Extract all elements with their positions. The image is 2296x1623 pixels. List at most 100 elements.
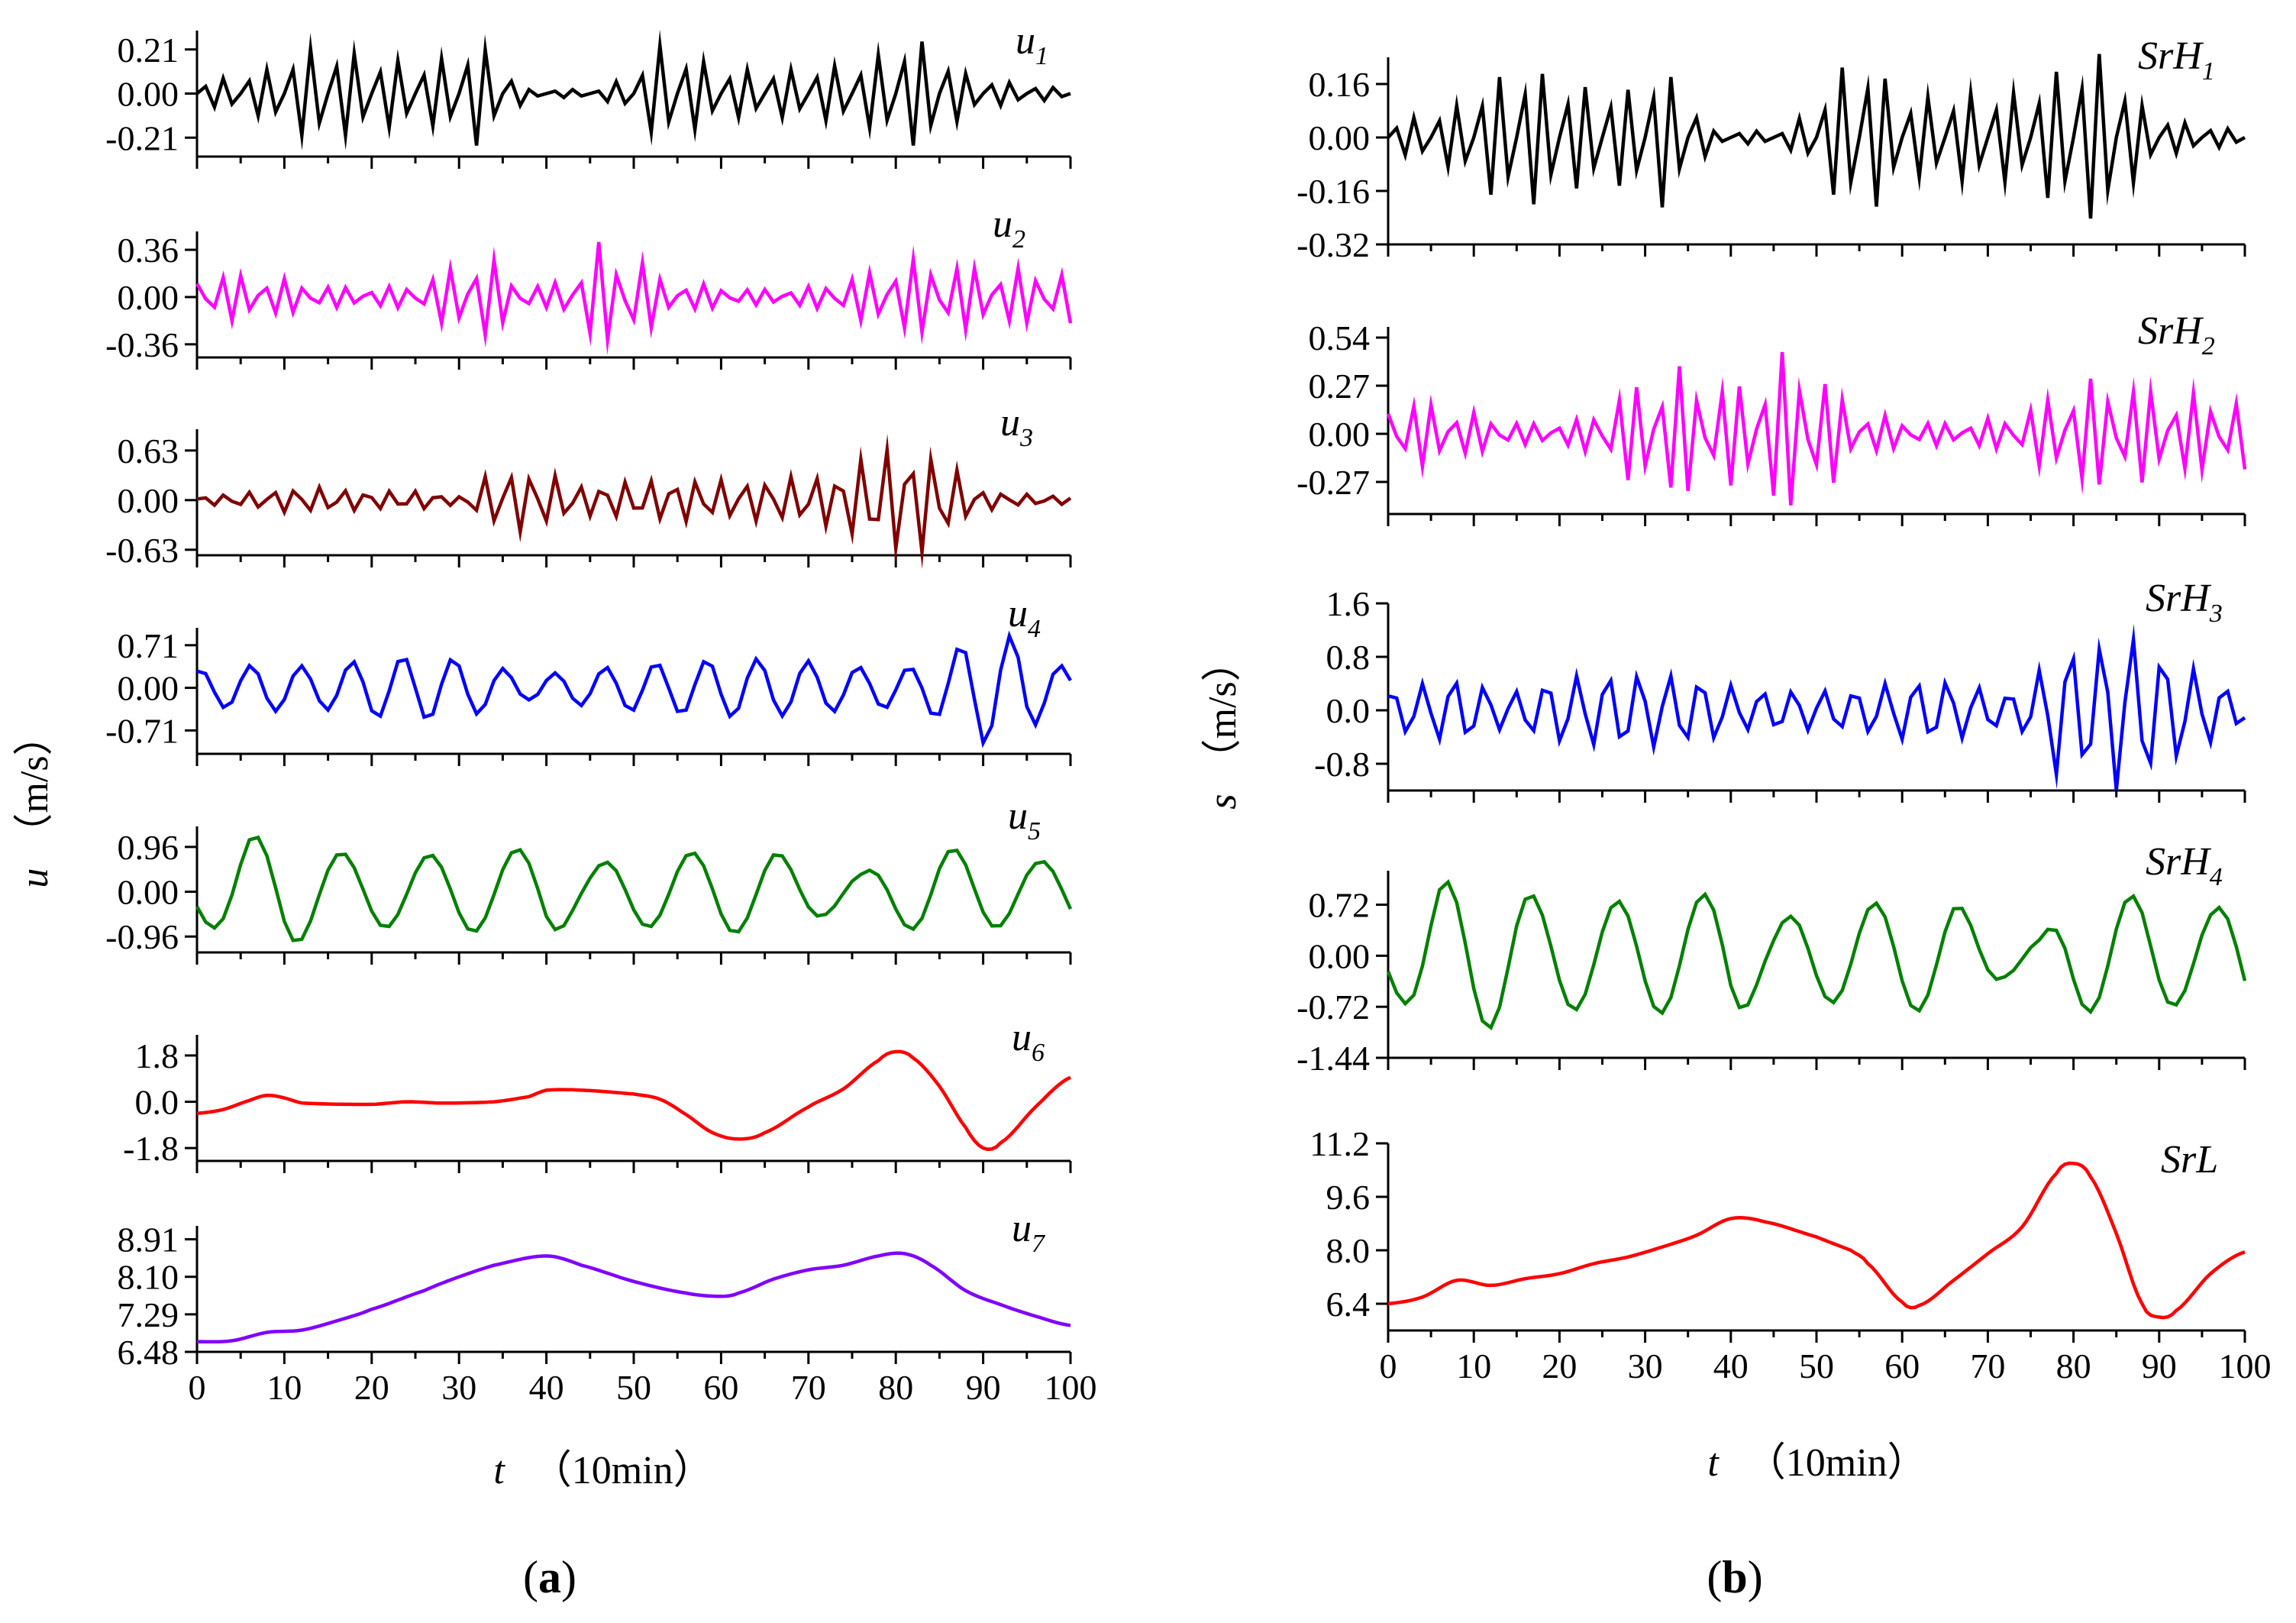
x-tick-label: 80 (2056, 1347, 2091, 1385)
y-tick-label: 0.71 (118, 626, 179, 665)
series-label-name: SrH (2146, 840, 2211, 884)
series-line (1387, 53, 2246, 219)
chart-a-u5: 0.96 0.00 -0.96 u5 (105, 794, 1073, 965)
x-tick-label: 50 (616, 1368, 651, 1407)
series-label-name: u (1008, 592, 1028, 635)
series-line (1386, 351, 2247, 506)
series-label: u4 (1008, 592, 1041, 643)
x-tick-label: 70 (1970, 1347, 2005, 1385)
panel-a-xlabel: t （10min） (493, 1449, 712, 1492)
series-label: u7 (1012, 1207, 1046, 1258)
chart-a-u7: 8.918.107.296.48 0 10 20 30 40 50 60 70 80 90 100 u7 (118, 1207, 1097, 1407)
panel-b-xlabel-unit: （10min） (1746, 1441, 1927, 1485)
panel-b-xlabel-var: t (1707, 1441, 1720, 1485)
series-line (196, 1251, 1071, 1343)
x-tick-label: 80 (878, 1368, 913, 1407)
series-label-subscript: 3 (1019, 424, 1033, 452)
y-tick-label: 8.91 (118, 1220, 179, 1259)
series-label-subscript: 4 (2210, 863, 2223, 891)
series-label-name: SrH (2138, 34, 2204, 78)
y-tick-label: -1.8 (123, 1129, 179, 1168)
y-tick-label: 0.00 (118, 278, 179, 317)
y-tick-label: 0.0 (1326, 691, 1371, 730)
series-label-name: SrH (2146, 577, 2211, 620)
x-tick-label: 70 (791, 1368, 826, 1407)
panel-b-ylabel-var: s (1201, 794, 1245, 809)
y-tick-label: 0.54 (1309, 318, 1371, 357)
series-line (1387, 623, 2246, 790)
series-label-name: u (1012, 1207, 1032, 1250)
series-label: SrH2 (2138, 309, 2215, 360)
series-label-subscript: 6 (1032, 1039, 1045, 1067)
chart-b-srh1: 0.16 0.00 -0.16 -0.32 SrH1 (1297, 34, 2246, 264)
y-tick-label: -0.63 (105, 531, 179, 570)
series-label: SrH3 (2146, 577, 2223, 628)
x-tick-label: 10 (266, 1368, 302, 1407)
panel-a-ylabel-var: u (13, 868, 57, 888)
x-tick-label: 0 (189, 1368, 206, 1407)
panel-a-ylabel-unit: （m/s） (13, 716, 57, 852)
series-label-subscript: 2 (2202, 332, 2215, 360)
series-label: SrL (2161, 1138, 2218, 1182)
series-label-subscript: 2 (1012, 225, 1025, 254)
charts-layer: 0.210.00-0.21u10.360.00-0.36u20.630.00-0… (105, 19, 2271, 1407)
series-label-subscript: 7 (1032, 1230, 1046, 1258)
panel-a-caption: (a) (523, 1552, 576, 1602)
y-tick-label: 6.48 (118, 1333, 179, 1372)
y-tick-label: 8.0 (1326, 1231, 1371, 1270)
series-label-name: u (1008, 794, 1028, 838)
panel-b-caption: (b) (1707, 1552, 1762, 1602)
y-tick-label: -0.16 (1297, 172, 1370, 211)
x-tick-label: 100 (1045, 1368, 1097, 1407)
series-label: SrH1 (2138, 34, 2215, 86)
series-label: u3 (1000, 401, 1033, 452)
y-tick-label: 0.27 (1309, 367, 1371, 406)
y-tick-label: -1.44 (1297, 1039, 1370, 1078)
series-label: u1 (1016, 19, 1048, 70)
y-tick-label: 1.8 (135, 1036, 179, 1075)
panel-a-caption-letter: a (538, 1552, 561, 1602)
y-tick-label: 0.21 (118, 31, 179, 70)
series-label-subscript: 4 (1028, 615, 1041, 643)
y-tick-label: -0.27 (1297, 463, 1370, 502)
y-tick-label: -0.8 (1314, 745, 1370, 784)
y-tick-label: 0.0 (135, 1083, 179, 1122)
x-tick-label: 40 (1713, 1347, 1749, 1385)
series-label-name: u (1016, 19, 1035, 63)
x-tick-label: 90 (2142, 1347, 2177, 1385)
y-tick-label: 0.00 (1309, 118, 1371, 157)
series-label-name: u (993, 202, 1012, 246)
y-tick-label: -0.72 (1297, 988, 1370, 1026)
y-tick-label: -0.71 (105, 711, 179, 750)
series-label-name: SrL (2161, 1138, 2218, 1182)
series-line (1387, 1161, 2246, 1320)
panel-b-caption-letter: b (1722, 1552, 1747, 1602)
chart-a-u3: 0.63 0.00 -0.63 u3 (105, 401, 1072, 570)
series-line (196, 630, 1072, 748)
y-tick-label: 0.96 (118, 828, 179, 867)
x-tick-label: 60 (1884, 1347, 1920, 1385)
chart-a-u2: 0.36 0.00 -0.36 u2 (105, 202, 1073, 370)
chart-a-u4: 0.71 0.00-0.71 u4 (105, 592, 1072, 766)
panel-a-xlabel-unit: （10min） (532, 1449, 713, 1492)
y-tick-label: -0.96 (105, 917, 179, 956)
y-tick-label: 0.00 (118, 481, 179, 520)
panel-a-ylabel: u （m/s） (13, 716, 57, 887)
x-tick-label: 30 (1628, 1347, 1663, 1385)
chart-b-srh3: 1.6 0.8 0.0 -0.8 SrH3 (1314, 577, 2246, 803)
series-line (195, 29, 1071, 150)
series-label-name: SrH (2138, 309, 2204, 353)
series-label: u6 (1012, 1016, 1045, 1067)
y-tick-label: 0.00 (118, 873, 179, 912)
series-label-name: u (1012, 1016, 1032, 1059)
series-line (195, 835, 1073, 942)
series-label-subscript: 1 (2202, 57, 2215, 86)
series-label: u5 (1008, 794, 1041, 845)
y-tick-label: 0.00 (1309, 936, 1371, 975)
x-tick-label: 50 (1799, 1347, 1834, 1385)
x-tick-label: 20 (354, 1368, 389, 1407)
y-tick-label: 0.00 (1309, 415, 1371, 454)
y-tick-label: -0.32 (1297, 225, 1370, 264)
chart-b-srh2: 0.54 0.27 0.00 -0.27 SrH2 (1297, 309, 2247, 526)
series-label: SrH4 (2146, 840, 2223, 891)
